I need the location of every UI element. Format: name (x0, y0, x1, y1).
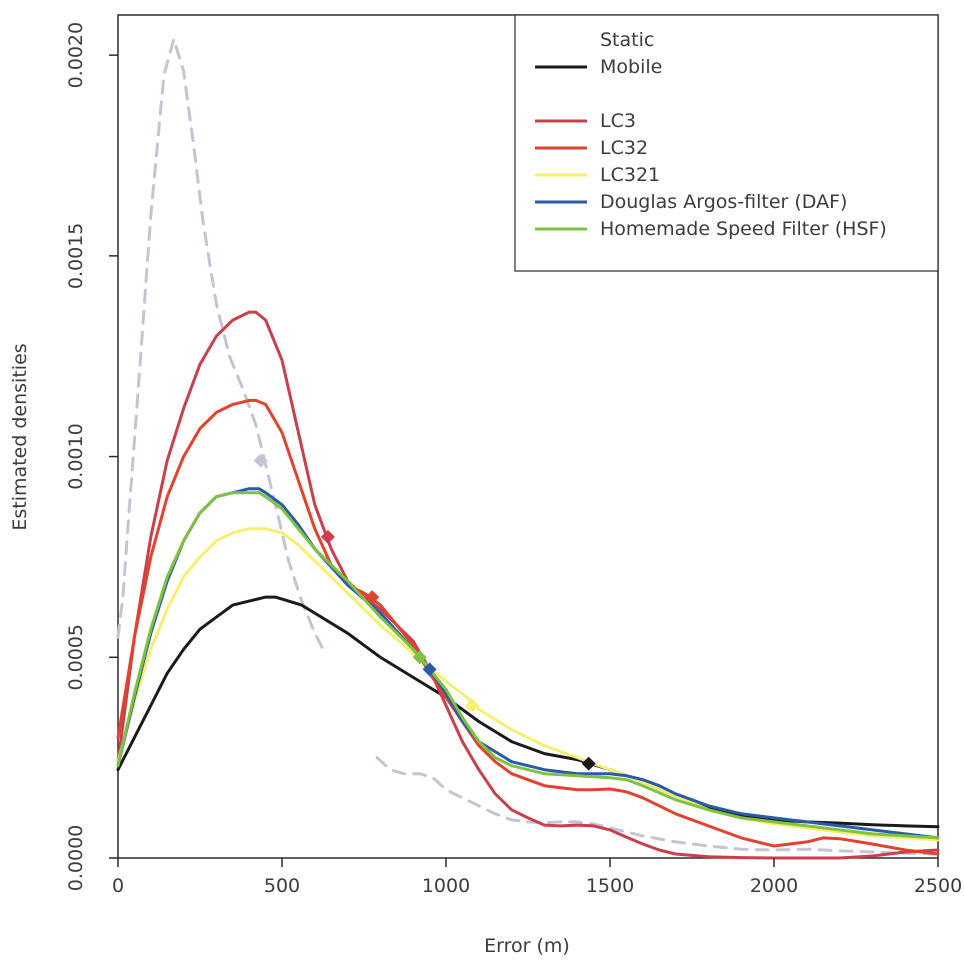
series-line-lc32 (116, 398, 940, 856)
x-tick-label: 0 (112, 875, 124, 897)
x-axis: 0 500 1000 1500 2000 2500 (112, 858, 962, 897)
series-line-daf (116, 487, 940, 840)
y-tick-label: 0.0010 (65, 423, 87, 489)
series-line-static (116, 37, 325, 651)
x-tick-label: 2000 (750, 875, 798, 897)
series-line-lc3 (116, 310, 940, 860)
legend-label-static: Static (600, 29, 654, 51)
marker-layer (253, 453, 596, 771)
legend-label-mobile: Mobile (600, 56, 662, 78)
x-tick-label: 1500 (586, 875, 634, 897)
legend-label-lc3: LC3 (600, 110, 636, 132)
series-line-static-tail (375, 756, 940, 856)
legend-label-daf: Douglas Argos-filter (DAF) (600, 191, 847, 213)
x-tick-label: 2500 (914, 875, 962, 897)
legend-label-lc321: LC321 (600, 164, 660, 186)
y-axis: 0.0000 0.0005 0.0010 0.0015 0.0020 (65, 22, 118, 891)
y-tick-label: 0.0005 (65, 624, 87, 690)
y-tick-label: 0.0020 (65, 22, 87, 88)
x-tick-label: 500 (264, 875, 300, 897)
series-layer (116, 37, 940, 860)
series-line-mobile (116, 595, 940, 829)
legend: Static Mobile LC3 LC32 LC321 Douglas Argos-fi… (514, 14, 939, 272)
series-line-lc321 (116, 527, 940, 842)
x-tick-label: 1000 (422, 875, 470, 897)
y-tick-label: 0.0000 (65, 825, 87, 891)
legend-label-lc32: LC32 (600, 137, 648, 159)
marker-mobile (581, 756, 596, 771)
marker-lc32 (365, 590, 380, 605)
y-tick-label: 0.0015 (65, 223, 87, 289)
x-axis-title: Error (m) (484, 935, 570, 957)
legend-label-hsf: Homemade Speed Filter (HSF) (600, 218, 887, 240)
marker-static (253, 453, 268, 468)
series-line-hsf (116, 491, 940, 840)
y-axis-title: Estimated densities (9, 343, 31, 530)
marker-lc3 (320, 529, 335, 544)
marker-hsf (412, 650, 427, 665)
marker-lc321 (465, 698, 480, 713)
marker-daf (422, 662, 437, 677)
